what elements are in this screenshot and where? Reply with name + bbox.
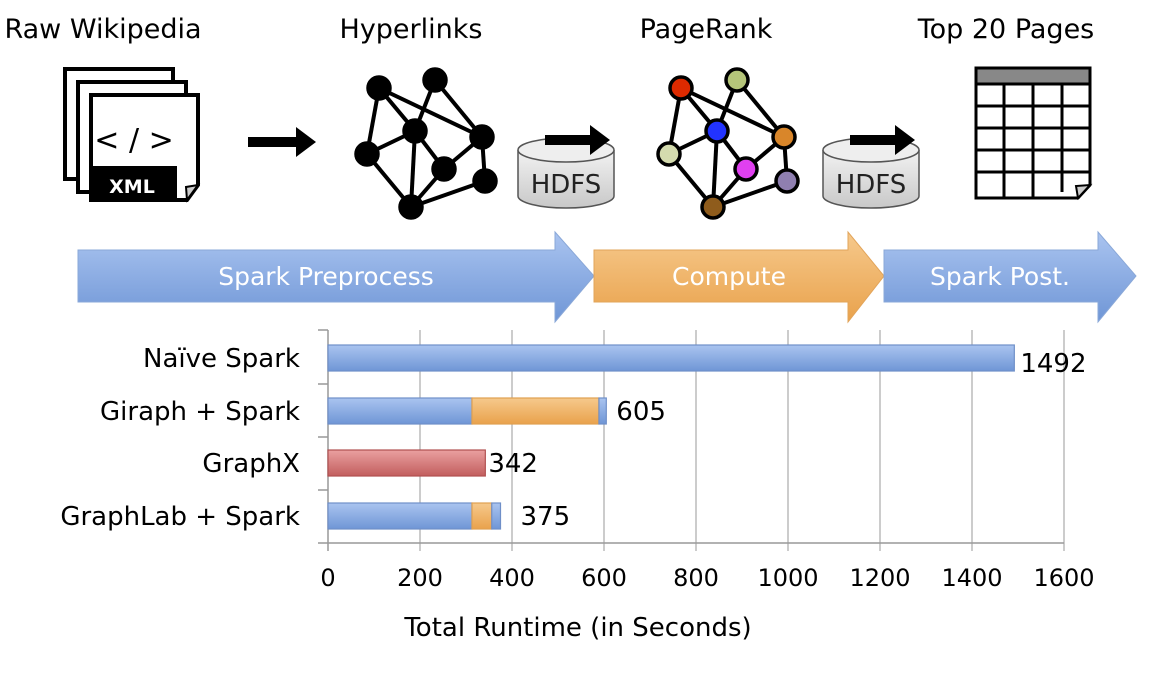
x-tick-label: 200 [397,564,443,592]
graph-node [704,118,730,144]
bar-segment [471,397,600,425]
hdfs-storage-icon: HDFS [822,125,920,209]
x-tick-label: 1600 [1033,564,1094,592]
graph-node [469,124,495,150]
hdfs-label: HDFS [531,170,602,200]
bar-segment [327,502,473,530]
graph-node [656,141,682,167]
graph-node [733,156,759,182]
stage-raw-wikipedia: Raw Wikipedia [4,14,201,45]
bar-segment [327,344,1015,372]
graph-edge [378,86,483,139]
x-tick-label: 0 [320,564,335,592]
hyperlinks-graph-icon [354,67,498,220]
x-tick-label: 800 [673,564,719,592]
x-tick-label: 1400 [941,564,1002,592]
bar-segment [598,397,607,425]
bar-value-label: 605 [616,397,666,427]
graph-edge [410,179,486,209]
arrow-right-icon [248,127,316,157]
phase-compute: Compute [593,230,885,324]
xml-label: XML [109,176,155,198]
phase-label: Spark Preprocess [218,262,434,291]
category-label: GraphX [202,449,300,479]
bar-value-label: 375 [521,502,571,532]
bar-segment [327,449,486,477]
x-axis-label: Total Runtime (in Seconds) [403,613,751,643]
graph-node [422,67,448,93]
category-label: Giraph + Spark [100,397,300,427]
phase-spark-post: Spark Post. [883,230,1137,324]
phase-label: Compute [672,262,786,291]
category-label: GraphLab + Spark [60,502,300,532]
graph-node [366,75,392,101]
x-tick-label: 600 [581,564,627,592]
graph-node [431,156,457,182]
hdfs-storage-icon: HDFS [517,125,615,209]
phase-spark-preprocess: Spark Preprocess [77,230,595,324]
graph-edge [712,179,788,209]
bar-segment [471,502,493,530]
graph-node [402,118,428,144]
table-icon [974,66,1093,201]
stage-pagerank: PageRank [640,14,773,45]
stage-hyperlinks: Hyperlinks [340,14,483,45]
x-tick-label: 1200 [849,564,910,592]
graph-node [354,141,380,167]
graph-node [398,194,424,220]
x-tick-label: 400 [489,564,535,592]
graph-node [472,168,498,194]
x-tick-label: 1000 [757,564,818,592]
graph-node [771,124,797,150]
graph-node [774,168,800,194]
graph-node [700,194,726,220]
category-label: Naïve Spark [143,344,300,374]
xml-documents-icon: < / > XML [63,67,201,203]
bar-value-label: 342 [488,449,538,479]
bar-value-label: 1492 [1020,349,1086,379]
graph-edge [680,86,785,139]
bar-segment [491,502,502,530]
hdfs-label: HDFS [836,170,907,200]
xml-code-glyph: < / > [94,123,173,158]
graph-node [724,67,750,93]
pagerank-graph-icon [656,67,800,220]
bar-segment [327,397,473,425]
stage-top-20-pages: Top 20 Pages [917,14,1095,45]
phase-label: Spark Post. [930,262,1070,291]
graph-node [668,75,694,101]
runtime-bar-chart: 0 200 400 600 800 1000 1200 1400 1600 Naïve Spark… [60,329,1095,592]
